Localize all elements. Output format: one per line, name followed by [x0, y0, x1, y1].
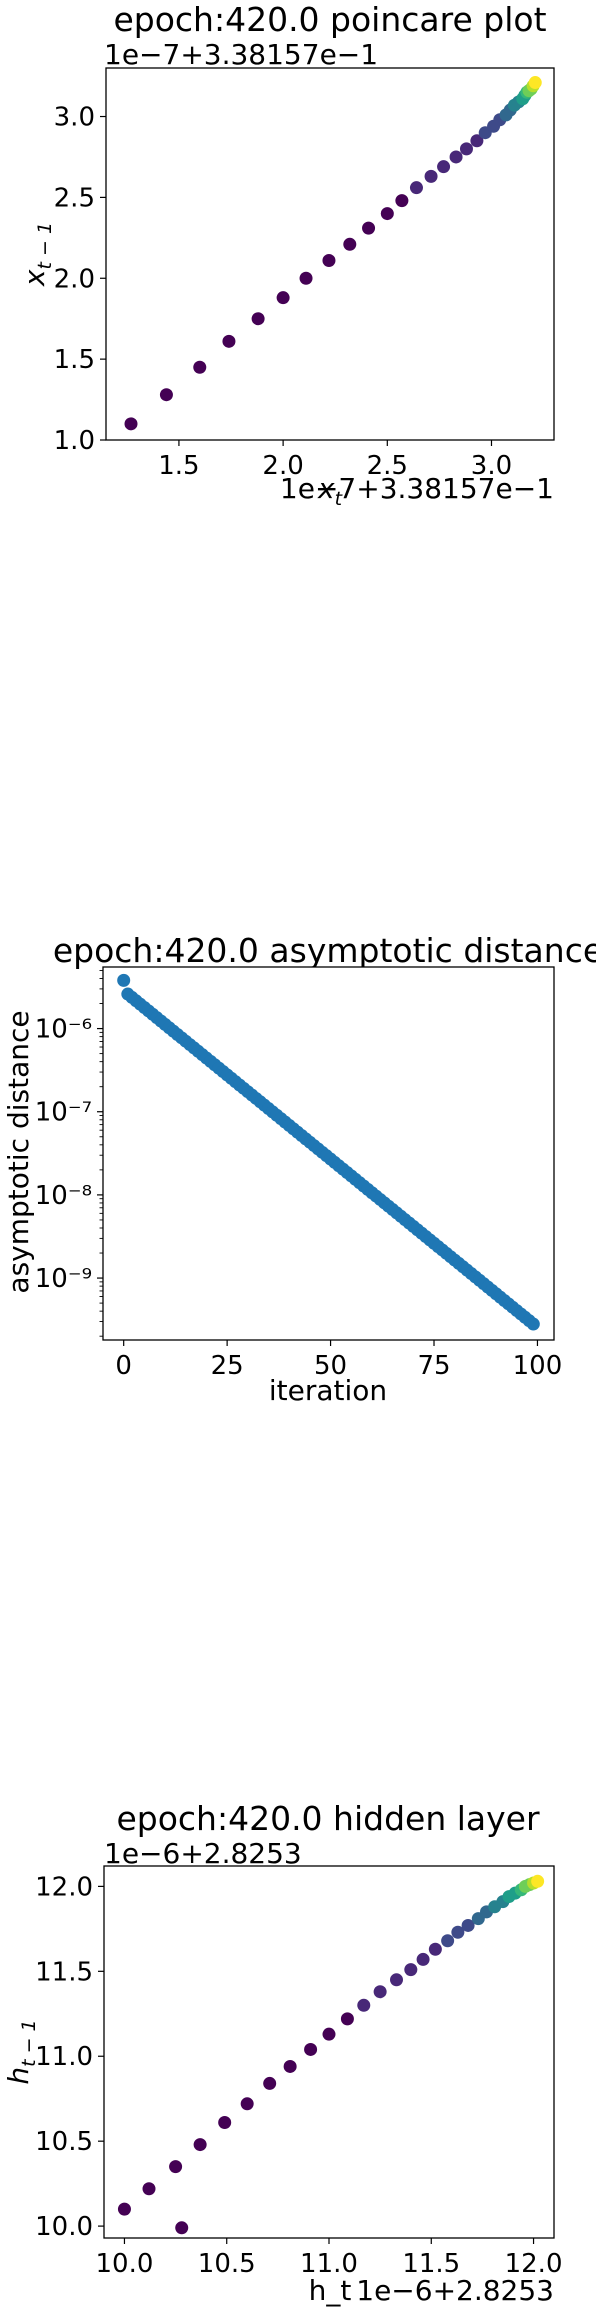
y-tick-label: 10.0 [35, 2212, 93, 2242]
x-tick-label: 100 [513, 1351, 563, 1381]
x-tick-label: 25 [211, 1351, 244, 1381]
poincare-plot-chart: epoch:420.0 poincare plot 1e−7+3.38157e−… [18, 0, 554, 510]
y-tick-label: 11.0 [35, 2042, 93, 2072]
scatter-point [323, 2028, 336, 2041]
scatter-point [381, 207, 394, 220]
scatter-point [169, 2160, 182, 2173]
hidden-layer-y-offset-label: 1e−6+2.8253 [104, 1837, 302, 1870]
y-tick-label: 1.5 [54, 345, 95, 375]
scatter-point [374, 1985, 387, 1998]
scatter-point [417, 1953, 430, 1966]
y-tick-label: 10.5 [35, 2127, 93, 2157]
scatter-point [241, 2097, 254, 2110]
poincare-y-axis-label: xt − 1 [18, 222, 56, 287]
x-tick-label: 10.5 [198, 2249, 256, 2279]
scatter-point [284, 2060, 297, 2073]
scatter-point [425, 170, 438, 183]
scatter-point [277, 291, 290, 304]
scatter-point [410, 181, 423, 194]
scatter-point [160, 388, 173, 401]
y-tick-label: 10⁻⁷ [35, 1098, 92, 1128]
scatter-point [194, 2138, 207, 2151]
scatter-point [175, 2221, 188, 2234]
scatter-point [252, 312, 265, 325]
x-tick-label: 75 [417, 1351, 450, 1381]
scatter-point [429, 1943, 442, 1956]
y-tick-label: 2.0 [54, 264, 95, 294]
scatter-point [300, 272, 313, 285]
y-tick-label: 10⁻⁹ [35, 1264, 92, 1294]
y-tick-label: 11.5 [35, 1957, 93, 1987]
hidden-layer-y-axis-label: ht − 1 [2, 2019, 40, 2084]
asymptotic-distance-title: epoch:420.0 asymptotic distance [53, 931, 596, 970]
poincare-plot-title: epoch:420.0 poincare plot [113, 0, 546, 39]
scatter-point [341, 2012, 354, 2025]
hidden-layer-y-axis-label-base: h [2, 2067, 35, 2085]
scatter-point [143, 2182, 156, 2195]
scatter-point [531, 1875, 544, 1888]
asymptotic-distance-x-axis-label: iteration [269, 1374, 387, 1407]
x-tick-label: 1.5 [158, 451, 199, 481]
scatter-point [395, 194, 408, 207]
scatter-point [529, 76, 542, 89]
scatter-point [193, 361, 206, 374]
hidden-layer-x-axis-label: h_t [309, 2274, 352, 2307]
y-tick-label: 12.0 [35, 1872, 93, 1902]
scatter-point [222, 335, 235, 348]
hidden-layer-y-axis-label-sub: t − 1 [18, 2019, 40, 2067]
poincare-y-axis-label-base: x [18, 269, 51, 287]
scatter-point [304, 2043, 317, 2056]
scatter-point [460, 142, 473, 155]
scatter-point [390, 1973, 403, 1986]
scatter-point [357, 1999, 370, 2012]
poincare-y-axis-label-sub: t − 1 [34, 222, 56, 270]
poincare-plot-area [106, 68, 554, 440]
scatter-point [322, 254, 335, 267]
scatter-point [263, 2077, 276, 2090]
scatter-point [527, 1318, 540, 1331]
poincare-x-axis-label-base: x [317, 472, 335, 505]
scatter-point [118, 2203, 131, 2216]
hidden-layer-chart: epoch:420.0 hidden layer 1e−6+2.8253 10.… [2, 1799, 562, 2307]
poincare-y-offset-label: 1e−7+3.38157e−1 [104, 38, 378, 71]
asymptotic-distance-y-axis-label: asymptotic distance [2, 1010, 35, 1293]
scatter-point [218, 2116, 231, 2129]
hidden-layer-plot-area [104, 1866, 554, 2238]
asymptotic-distance-chart: epoch:420.0 asymptotic distance 0 25 50 75 1… [2, 931, 596, 1407]
scatter-point [125, 417, 138, 430]
scatter-point [343, 238, 356, 251]
scatter-point [362, 222, 375, 235]
x-tick-label: 10.0 [96, 2249, 154, 2279]
scatter-point [404, 1963, 417, 1976]
y-tick-label: 10⁻⁸ [35, 1181, 92, 1211]
scatter-point [450, 150, 463, 163]
scatter-point [437, 160, 450, 173]
scatter-point [117, 974, 130, 987]
hidden-layer-x-offset-label: 1e−6+2.8253 [356, 2274, 554, 2307]
y-tick-label: 2.5 [54, 183, 95, 213]
y-tick-label: 3.0 [54, 103, 95, 133]
y-tick-label: 1.0 [54, 426, 95, 456]
y-tick-label: 10⁻⁶ [35, 1015, 92, 1045]
hidden-layer-title: epoch:420.0 hidden layer [116, 1799, 539, 1838]
scatter-point [441, 1934, 454, 1947]
x-tick-label: 0 [115, 1351, 132, 1381]
